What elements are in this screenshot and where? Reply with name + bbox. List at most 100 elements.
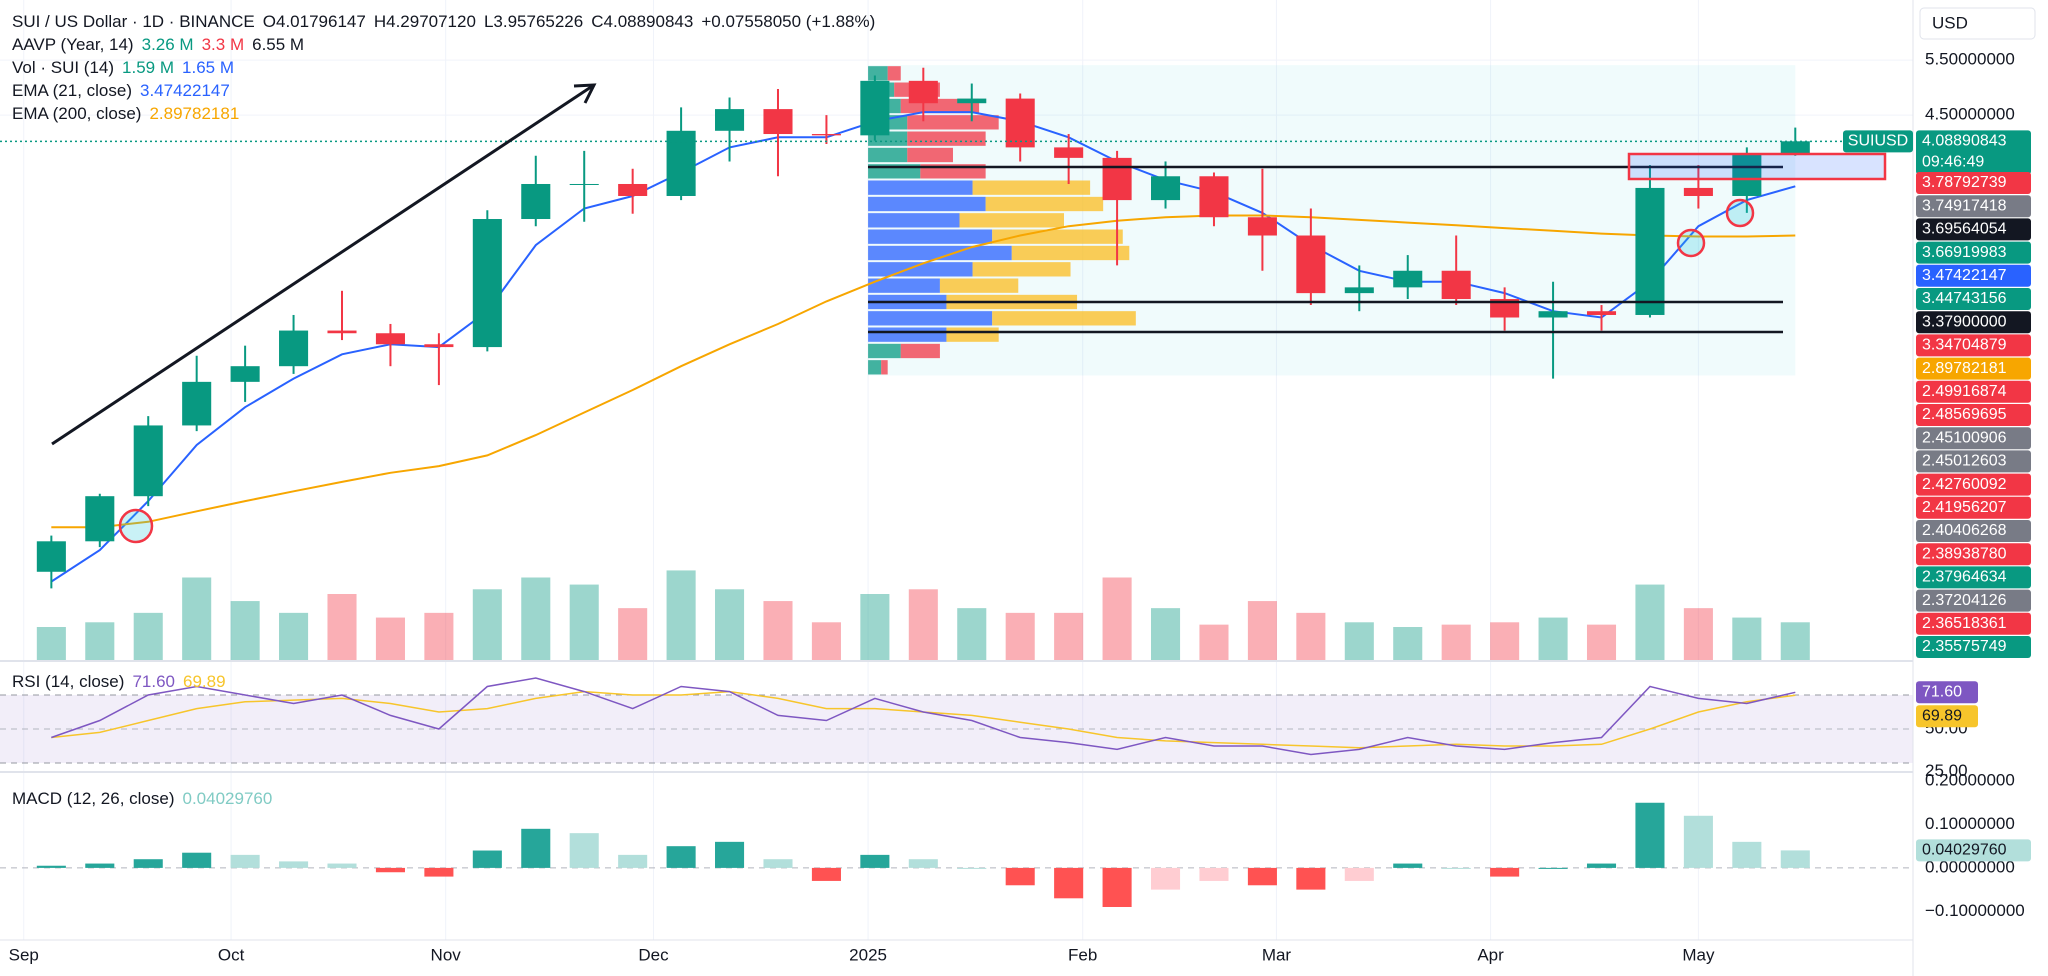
macd-bar xyxy=(424,867,454,877)
indicator-value: 6.55 M xyxy=(252,35,305,54)
volume-bar xyxy=(1683,608,1713,660)
macd-bar xyxy=(1005,867,1035,886)
macd-bar xyxy=(811,867,841,881)
candle-body xyxy=(1538,311,1568,318)
profile-down xyxy=(939,278,1019,293)
rsi-value-label: 71.60 xyxy=(1922,683,1962,700)
highlight-circle xyxy=(118,508,154,544)
profile-up xyxy=(868,147,908,163)
rsi-tick-label: 25.00 xyxy=(1925,761,1968,780)
price-label: 3.78792739 xyxy=(1922,174,2007,191)
price-label-box xyxy=(1916,172,2031,194)
profile-down xyxy=(985,196,1104,212)
price-label-box xyxy=(1916,427,2031,450)
macd-bar xyxy=(36,865,66,868)
volume-bar xyxy=(1780,622,1810,660)
profile-up xyxy=(868,311,993,326)
candle-body xyxy=(279,330,309,367)
volume-bar xyxy=(1102,577,1132,660)
price-label-box xyxy=(1916,636,2031,658)
rsi-band xyxy=(0,694,1913,764)
macd-bar xyxy=(715,841,745,868)
price-label: 2.38938780 xyxy=(1922,545,2007,562)
ohlc-value: 4.08890843 xyxy=(603,12,694,31)
price-label-box xyxy=(1916,334,2031,357)
ohlc-value: 4.01796147 xyxy=(276,12,366,31)
candle-body xyxy=(666,130,696,196)
candle-body xyxy=(424,344,454,348)
candle-body xyxy=(182,381,212,426)
volume-bar xyxy=(375,617,405,660)
candle-body xyxy=(715,109,745,131)
price-label: 2.36518361 xyxy=(1922,615,2007,632)
legend-row: Vol · SUI (14) 1.59 M 1.65 M xyxy=(12,56,883,79)
volume-bar xyxy=(1054,612,1084,660)
candle-body xyxy=(1393,270,1423,288)
price-label-box xyxy=(1916,195,2031,218)
y-tick-label: 5.50000000 xyxy=(1925,50,2015,69)
macd-tick-label: 0.10000000 xyxy=(1925,814,2015,833)
macd-bar xyxy=(569,833,599,868)
symbol-tag xyxy=(1843,130,1913,153)
candle-body xyxy=(1635,187,1665,315)
price-label: 2.41956207 xyxy=(1922,499,2007,516)
macd-value: 0.04029760 xyxy=(182,789,273,808)
macd-bar xyxy=(1296,867,1326,890)
candle-body xyxy=(957,98,987,104)
macd-bar xyxy=(1344,867,1374,881)
arrow-head xyxy=(573,83,597,104)
candle-body xyxy=(1490,299,1520,318)
price-change: +0.07558050 (+1.88%) xyxy=(701,12,876,31)
macd-bar xyxy=(182,852,212,868)
macd-bar xyxy=(1247,867,1277,886)
volume-bar xyxy=(1247,601,1277,660)
price-label-box xyxy=(1916,473,2031,496)
currency-box xyxy=(1919,7,2036,40)
plot-area: Sep Oct Nov Dec 2025 Feb Mar Apr May 5.50000000 4.… xyxy=(0,0,2025,964)
profile-down xyxy=(972,180,1091,195)
countdown-label: 09:46:49 xyxy=(1922,154,1984,171)
macd-bar xyxy=(618,854,648,868)
price-label-box xyxy=(1916,612,2031,635)
price-label-box xyxy=(1916,589,2031,612)
macd-bar xyxy=(1441,867,1471,869)
price-label-box xyxy=(1916,311,2031,334)
volume-bar xyxy=(230,601,260,660)
profile-down xyxy=(900,343,940,359)
currency-label: USD xyxy=(1932,13,1968,32)
volume-bar xyxy=(1635,584,1665,660)
price-label-box xyxy=(1916,218,2031,241)
indicator-value: 3.3 M xyxy=(201,35,245,54)
ohlc-key: C xyxy=(591,12,604,31)
price-label: 2.37964634 xyxy=(1922,569,2007,586)
macd-value-tag xyxy=(1916,839,2031,862)
profile-down xyxy=(907,115,999,130)
profile-up xyxy=(868,66,888,81)
x-tick-label: Dec xyxy=(638,945,669,964)
candle-body xyxy=(860,80,890,136)
candle-body xyxy=(327,330,357,334)
ohlc-key: O xyxy=(262,12,276,31)
candle-body xyxy=(569,183,599,185)
macd-bar xyxy=(908,859,938,868)
volume-bar xyxy=(424,612,454,660)
candle-body xyxy=(521,183,551,220)
price-label: 2.37204126 xyxy=(1922,592,2007,609)
profile-up xyxy=(868,229,993,244)
profile-down xyxy=(972,262,1071,277)
candle-body xyxy=(763,109,793,135)
ohlc-item: L3.95765226 xyxy=(484,12,583,31)
indicator-value: 1.59 M xyxy=(122,58,175,77)
profile-down xyxy=(992,311,1136,326)
price-label: 2.42760092 xyxy=(1922,476,2007,493)
ohlc-item: H4.29707120 xyxy=(374,12,476,31)
price-label-box xyxy=(1916,241,2031,264)
volume-bar xyxy=(763,601,793,660)
candle-body xyxy=(85,496,115,542)
macd-bar xyxy=(375,867,405,873)
legend-row: EMA (21, close) 3.47422147 xyxy=(12,79,883,102)
candle-body xyxy=(1054,147,1084,158)
volume-bar xyxy=(1538,617,1568,660)
